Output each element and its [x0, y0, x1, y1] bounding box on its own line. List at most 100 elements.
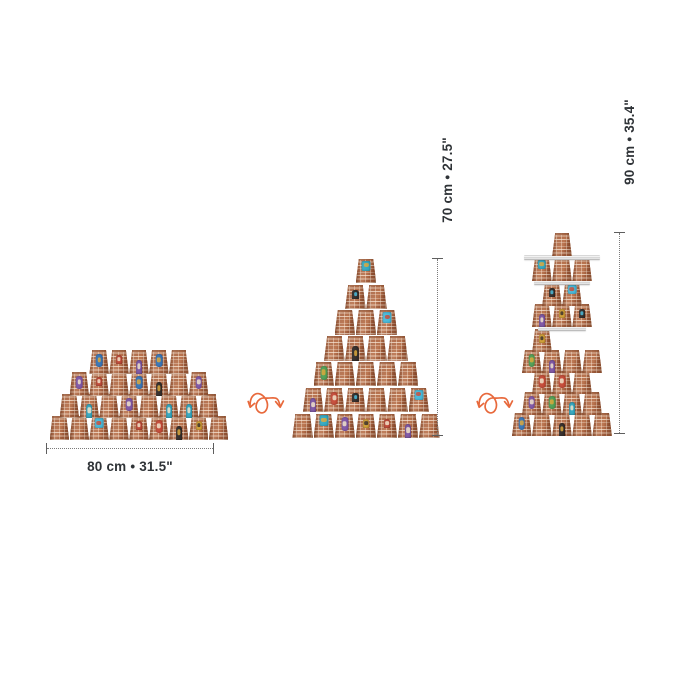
cup-motif-door [352, 346, 359, 361]
cup-shading [552, 371, 572, 394]
stacking-cup [129, 350, 149, 374]
cup-brick-face [408, 387, 429, 413]
cup-rim [305, 387, 321, 390]
cup-shading [592, 413, 612, 436]
cup-brick-face [572, 371, 592, 394]
cup-motif-detail [580, 311, 584, 315]
stacking-cup [512, 413, 532, 436]
cup-brick-face [572, 258, 592, 281]
cup-shading [129, 350, 149, 374]
cup-motif-detail [96, 420, 102, 425]
cup-motif-detail [97, 357, 102, 363]
stacking-cup [49, 416, 70, 440]
cup-shading [562, 283, 582, 306]
cup-motif-detail [416, 392, 422, 397]
cup-rim [295, 413, 311, 416]
cup-brick-face [532, 413, 552, 436]
cup-motif-figure [155, 353, 163, 368]
cup-motif-detail [187, 407, 191, 414]
cup-shading [562, 350, 582, 373]
dimension-height-right-label: 90 cm • 35.4" [622, 99, 637, 185]
stacking-cup [376, 310, 398, 335]
cup-brick-face [552, 233, 572, 256]
stacking-cup [366, 284, 387, 309]
cup-rim [585, 350, 600, 352]
stacking-cup [169, 350, 189, 374]
flip-arrow-icon [247, 392, 285, 414]
cup-motif-banner [537, 259, 547, 270]
cup-rim [122, 394, 137, 396]
stacking-cup [532, 258, 552, 281]
stacking-cup [552, 304, 572, 327]
cup-motif-detail [550, 290, 554, 294]
cup-shading [334, 361, 356, 387]
cup-motif-window [539, 334, 545, 343]
stacking-cup [542, 392, 562, 415]
cup-brick-face [592, 413, 612, 436]
cup-shading [366, 284, 387, 309]
cup-shading [129, 416, 149, 440]
cup-shading [169, 416, 189, 440]
stacking-cup [334, 310, 356, 335]
stacking-cup [169, 372, 189, 396]
cup-shading [49, 416, 70, 440]
cup-shading [355, 361, 377, 387]
cup-brick-face [109, 416, 129, 440]
cup-brick-face [376, 361, 398, 387]
stacking-cup [397, 361, 419, 387]
dimension-dotted-line [47, 448, 213, 449]
cup-motif-detail [342, 420, 347, 427]
cup-brick-face [397, 361, 419, 387]
cup-motif-door [86, 404, 93, 418]
cup-motif-figure [95, 353, 103, 368]
cup-brick-face [562, 350, 582, 373]
cup-motif-figure [528, 395, 536, 409]
stacking-cup [376, 413, 398, 438]
cup-motif-figure [558, 374, 566, 388]
cup-brick-face [366, 387, 387, 413]
stacking-cup [345, 387, 366, 413]
cup-shading [79, 394, 99, 418]
stacking-cup [572, 258, 592, 281]
stacking-cup [562, 392, 582, 415]
cup-motif-detail [560, 311, 564, 315]
cup-shading [313, 413, 335, 438]
cup-shading [532, 329, 552, 352]
cup-motif-figure [195, 375, 202, 390]
cup-rim [544, 392, 559, 394]
cup-rim [151, 416, 166, 418]
cup-brick-face [355, 361, 377, 387]
stacking-cup [59, 394, 80, 418]
cup-motif-banner [382, 312, 392, 323]
cup-motif-door [569, 401, 575, 415]
stacking-cup [562, 283, 582, 306]
cup-motif-figure [320, 365, 328, 380]
cup-shading [562, 392, 582, 415]
cup-motif-detail [137, 379, 141, 385]
cup-brick-face [313, 413, 335, 438]
cup-shading [572, 413, 592, 436]
stacking-cup [334, 361, 356, 387]
cup-shading [366, 387, 387, 413]
cup-shading [572, 371, 592, 394]
stacking-cup [313, 361, 335, 387]
cup-rim [131, 350, 146, 352]
cup-rim [131, 416, 146, 418]
cup-rim [337, 413, 353, 416]
cup-rim [52, 416, 67, 418]
dimension-cap-top [614, 232, 625, 233]
cup-motif-door [538, 313, 545, 327]
cup-rim [191, 416, 206, 418]
cup-motif-detail [332, 395, 337, 401]
cup-brick-face [198, 394, 219, 418]
cup-motif-banner [567, 284, 577, 295]
cup-motif-door [185, 404, 192, 418]
cup-motif-detail [550, 363, 554, 369]
stacking-cup [552, 371, 572, 394]
cup-rim [411, 387, 427, 390]
stacking-cup [552, 258, 572, 281]
cup-shading [376, 310, 398, 335]
cup-rim [369, 336, 384, 338]
cup-shading [169, 372, 189, 396]
cup-brick-face [366, 284, 387, 309]
